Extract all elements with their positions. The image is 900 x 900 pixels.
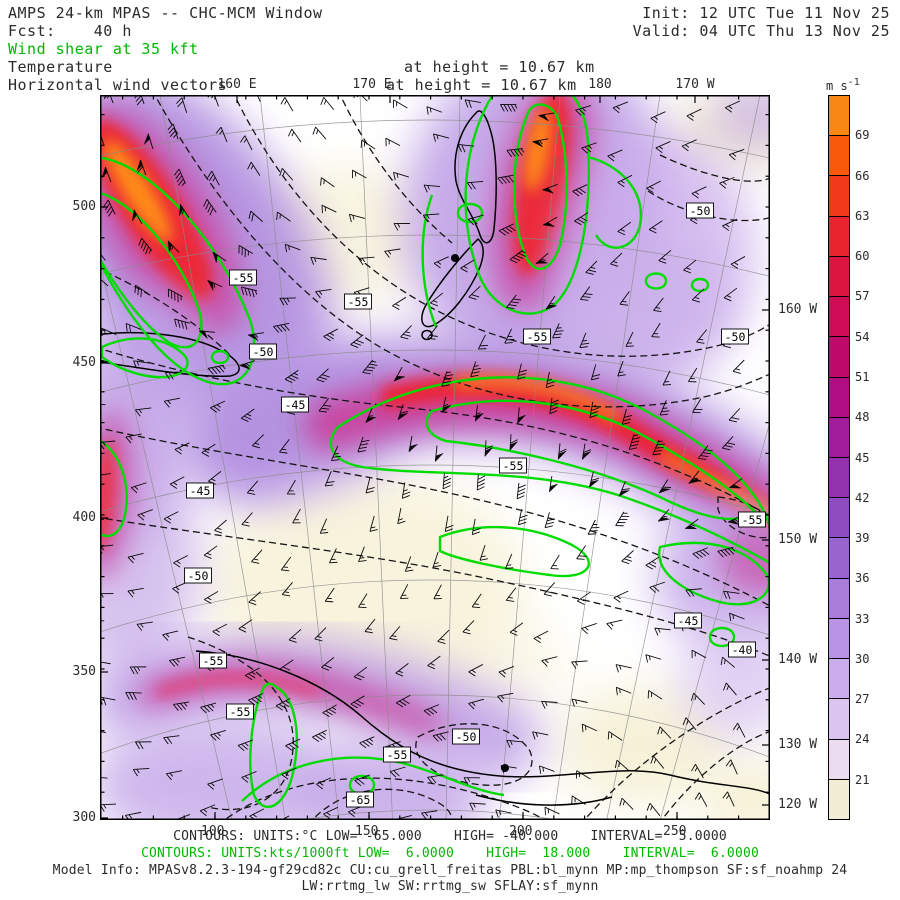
colorbar-tick-label: 51	[855, 369, 870, 384]
colorbar-cell	[829, 739, 849, 780]
svg-text:-50: -50	[690, 204, 711, 218]
svg-text:-55: -55	[503, 459, 524, 473]
y-axis-label: 450	[72, 355, 96, 370]
colorbar-tick-label: 24	[855, 732, 870, 747]
map-canvas: -50 -55 -55 -50 -50 -55 -45 -55 -45 -50 -55 -55 -55 -…	[100, 95, 771, 820]
model-title: AMPS 24-km MPAS -- CHC-MCM Window	[8, 4, 323, 22]
colorbar-tick-label: 36	[855, 571, 870, 586]
colorbar-tick-label: 48	[855, 410, 870, 425]
colorbar-tick-label: 54	[855, 329, 870, 344]
svg-text:-65: -65	[350, 793, 371, 807]
colorbar-cell	[829, 377, 849, 418]
colorbar-cell	[829, 256, 849, 298]
colorbar-tick-label: 45	[855, 450, 870, 465]
top-axis-label: 180	[588, 77, 612, 92]
svg-text:-50: -50	[188, 569, 209, 583]
colorbar-tick-label: 33	[855, 611, 870, 626]
top-axis-label: 170 E	[352, 77, 392, 92]
right-axis-label: 150 W	[778, 532, 818, 547]
y-axis-label: 400	[72, 510, 96, 525]
unit-exponent: -1	[847, 77, 860, 88]
colorbar-cell	[829, 297, 849, 338]
svg-text:-55: -55	[387, 748, 408, 762]
init-time: Init: 12 UTC Tue 11 Nov 25	[642, 4, 890, 22]
colorbar-cell	[829, 578, 849, 619]
svg-text:-50: -50	[725, 330, 746, 344]
right-axis-label: 120 W	[778, 797, 818, 812]
svg-text:-45: -45	[678, 614, 699, 628]
y-axis-label: 300	[72, 810, 96, 825]
x-axis-label: 200	[509, 824, 533, 839]
colorbar-tick-label: 27	[855, 692, 870, 707]
colorbar-cell	[829, 136, 849, 177]
temperature-height-label: at height = 10.67 km	[404, 58, 595, 76]
colorbar-tick-label: 39	[855, 531, 870, 546]
svg-text:-55: -55	[233, 271, 254, 285]
svg-text:-50: -50	[456, 730, 477, 744]
colorbar-cell	[829, 96, 849, 137]
field-temperature-label: Temperature	[8, 58, 113, 76]
colorbar-cell	[829, 337, 849, 378]
svg-text:-45: -45	[285, 398, 306, 412]
svg-text:-55: -55	[230, 705, 251, 719]
colorbar-cell	[829, 699, 849, 740]
colorbar-cell	[829, 176, 849, 217]
colorbar-cell	[829, 538, 849, 579]
colorbar-cell	[829, 417, 849, 458]
unit-base: m s	[826, 79, 848, 93]
field-shear-label: Wind shear at 35 kft	[8, 40, 199, 58]
svg-text:-50: -50	[253, 345, 274, 359]
svg-text:-55: -55	[348, 295, 369, 309]
map-plot-area: -50 -55 -55 -50 -50 -55 -45 -55 -45 -50 -55 -55 -55 -…	[100, 95, 771, 820]
temperature-contour-info: CONTOURS: UNITS:°C LOW= -65.000 HIGH= -4…	[173, 829, 727, 844]
colorbar-cell	[829, 659, 849, 700]
wind-height-label: at height = 10.67 km	[386, 76, 577, 94]
top-axis-label: 170 W	[675, 77, 715, 92]
right-axis-label: 140 W	[778, 652, 818, 667]
forecast-hour-label: Fcst: 40 h	[8, 22, 132, 40]
svg-text:-55: -55	[527, 330, 548, 344]
colorbar-tick-label: 69	[855, 128, 870, 143]
svg-text:-55: -55	[203, 654, 224, 668]
colorbar-tick-label: 66	[855, 168, 870, 183]
top-axis-label: 160 E	[217, 77, 257, 92]
colorbar-tick-label: 57	[855, 289, 870, 304]
shear-contour-info: CONTOURS: UNITS:kts/1000ft LOW= 6.0000 H…	[140, 846, 760, 861]
colorbar	[828, 95, 850, 820]
field-wind-label: Horizontal wind vectors	[8, 76, 228, 94]
y-axis-label: 350	[72, 664, 96, 679]
x-axis-label: 100	[201, 824, 225, 839]
colorbar-tick-label: 60	[855, 249, 870, 264]
colorbar-tick-label: 42	[855, 490, 870, 505]
colorbar-unit-label: m s-1	[826, 77, 860, 93]
colorbar-cell	[829, 498, 849, 539]
colorbar-cell	[829, 216, 849, 257]
y-axis-label: 500	[72, 199, 96, 214]
svg-text:-55: -55	[742, 513, 763, 527]
colorbar-cell	[829, 618, 849, 660]
right-axis-label: 160 W	[778, 302, 818, 317]
svg-text:-45: -45	[190, 484, 211, 498]
model-info-line1: Model Info: MPASv8.2.3-194-gf29cd82c CU:…	[52, 863, 848, 878]
colorbar-cell	[829, 457, 849, 499]
model-info-line2: LW:rrtmg_lw SW:rrtmg_sw SFLAY:sf_mynn	[301, 879, 599, 894]
colorbar-tick-label: 63	[855, 208, 870, 223]
valid-time: Valid: 04 UTC Thu 13 Nov 25	[632, 22, 890, 40]
colorbar-cell	[829, 779, 849, 819]
svg-text:-40: -40	[732, 643, 753, 657]
right-axis-label: 130 W	[778, 737, 818, 752]
colorbar-tick-label: 21	[855, 772, 870, 787]
x-axis-label: 150	[355, 824, 379, 839]
x-axis-label: 250	[663, 824, 687, 839]
colorbar-tick-label: 30	[855, 651, 870, 666]
